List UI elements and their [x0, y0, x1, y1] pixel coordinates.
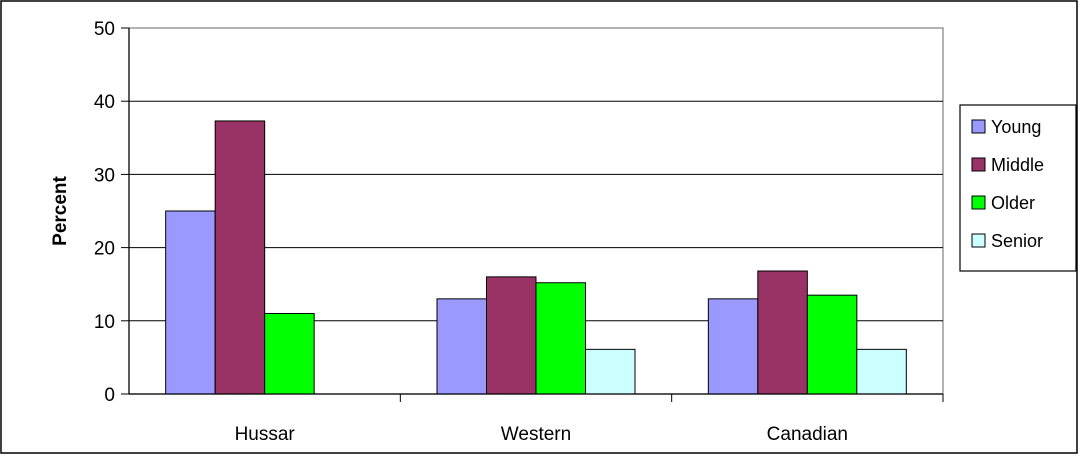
bar-young-hussar: [165, 210, 216, 395]
bar-young-western: [436, 298, 487, 395]
legend-swatch-middle: [971, 157, 986, 172]
legend-label-young: Young: [991, 117, 1041, 137]
bars: [165, 120, 907, 395]
x-category-label: Western: [501, 424, 571, 445]
y-tick-label: 50: [94, 19, 115, 40]
axes: 0 10 20 30 40 50 Hussar Western Canadian: [94, 19, 944, 445]
bar-senior-western: [585, 348, 636, 395]
y-tick-label: 40: [94, 92, 115, 113]
bar-older-hussar: [264, 312, 315, 395]
bar-middle-canadian: [757, 270, 808, 395]
y-tick-label: 10: [94, 312, 115, 333]
bar-middle-western: [486, 276, 537, 395]
x-category-label: Canadian: [767, 424, 848, 445]
bar-older-canadian: [806, 294, 858, 395]
legend-swatch-senior: [971, 233, 986, 248]
bar-middle-hussar: [214, 120, 266, 395]
legend: Young Middle Older Senior: [959, 104, 1077, 272]
y-tick-label: 0: [104, 385, 115, 406]
legend-swatch-young: [971, 119, 986, 134]
x-category-label: Hussar: [235, 424, 296, 445]
y-tick-label: 20: [94, 239, 115, 260]
legend-label-senior: Senior: [991, 231, 1043, 251]
bar-senior-canadian: [856, 348, 907, 395]
y-tick-label: 30: [94, 165, 115, 186]
bar-young-canadian: [707, 298, 759, 395]
y-axis-label: Percent: [50, 175, 71, 245]
legend-label-older: Older: [991, 193, 1035, 213]
legend-swatch-older: [971, 195, 986, 210]
legend-label-middle: Middle: [991, 155, 1044, 175]
bar-older-western: [535, 282, 586, 395]
